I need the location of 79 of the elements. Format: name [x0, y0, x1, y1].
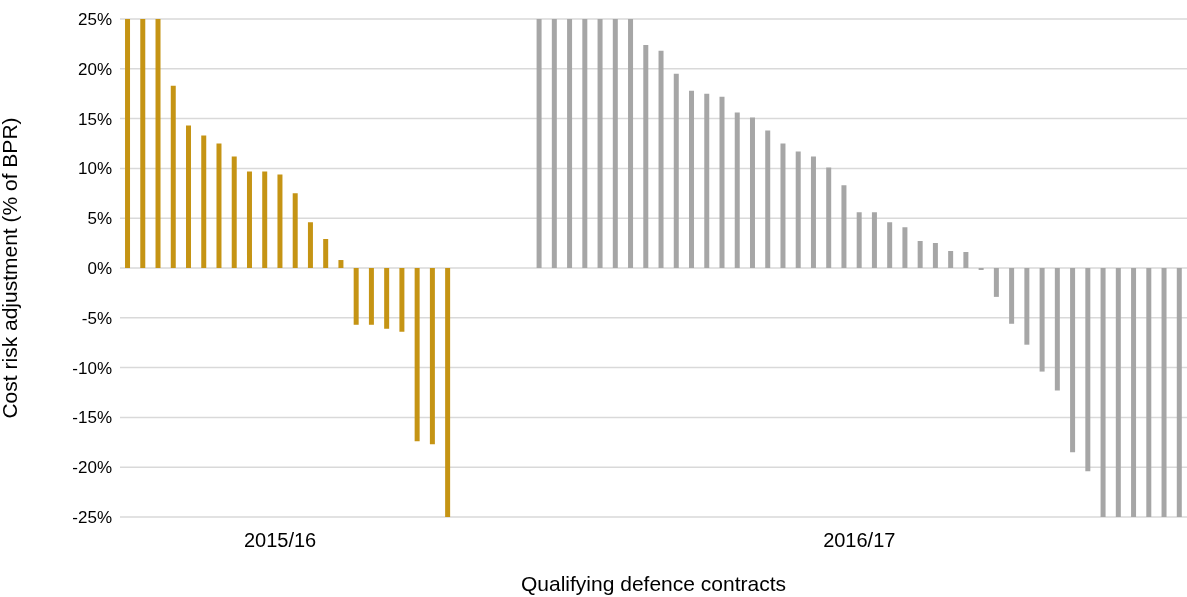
bar: [749, 117, 755, 268]
bar: [414, 268, 420, 442]
bar: [551, 19, 557, 268]
bar: [1009, 268, 1015, 324]
bar: [201, 135, 207, 268]
y-tick-label: 15%: [77, 109, 112, 129]
bar: [1176, 268, 1182, 517]
bar: [658, 50, 664, 268]
bar: [841, 185, 847, 268]
bar: [628, 19, 634, 268]
x-tick-label: 2015/16: [243, 529, 317, 552]
x-axis-title: Qualifying defence contracts: [521, 572, 786, 595]
bar: [673, 73, 679, 268]
y-tick-label: -10%: [72, 358, 112, 378]
bar: [1070, 268, 1076, 453]
y-tick-label: -25%: [72, 508, 112, 528]
y-tick-label: -20%: [72, 458, 112, 478]
bar: [1054, 268, 1060, 391]
bar: [643, 44, 649, 268]
bar: [429, 268, 435, 445]
bar: [246, 171, 252, 268]
bar: [810, 156, 816, 268]
bar: [368, 268, 374, 325]
bar: [765, 130, 771, 268]
bar: [262, 171, 268, 268]
bar: [704, 93, 710, 268]
bar: [856, 212, 862, 268]
bar: [1039, 268, 1045, 372]
y-tick-label: 10%: [77, 159, 112, 179]
bar: [155, 19, 161, 268]
bar: [612, 19, 618, 268]
bar: [1161, 268, 1167, 517]
bar: [1131, 268, 1137, 517]
y-tick-label: -5%: [81, 308, 112, 328]
bar: [353, 268, 359, 325]
bar: [887, 222, 893, 268]
bar: [780, 143, 786, 268]
bar: [719, 96, 725, 268]
bar: [795, 151, 801, 268]
bar: [993, 268, 999, 297]
y-tick-label: 20%: [77, 59, 112, 79]
bar: [323, 239, 329, 268]
bar: [1115, 268, 1121, 517]
y-tick-label: 25%: [77, 10, 112, 30]
bar: [734, 112, 740, 268]
bar: [307, 222, 313, 268]
bar: [140, 19, 146, 268]
bar: [689, 90, 695, 268]
y-tick-label: -15%: [72, 408, 112, 428]
bar: [597, 19, 603, 268]
bar: [1085, 268, 1091, 472]
bar: [186, 125, 191, 268]
bar: [948, 251, 954, 268]
bar: [170, 85, 176, 268]
bar: [445, 268, 451, 517]
bar: [902, 227, 908, 268]
bar: [582, 19, 588, 268]
y-tick-label: 0%: [87, 259, 112, 279]
bar: [231, 156, 237, 268]
bar: [1146, 268, 1152, 517]
bar: [567, 19, 573, 268]
bar: [826, 167, 832, 268]
bar: [384, 268, 390, 329]
bar: [871, 212, 877, 268]
y-axis-title: Cost risk adjustment (% of BPR): [0, 117, 22, 419]
bar: [932, 243, 938, 268]
bar: [1024, 268, 1030, 345]
bar: [963, 252, 969, 268]
bar: [292, 193, 298, 268]
y-tick-label: 5%: [87, 209, 112, 229]
bar: [1100, 268, 1106, 517]
x-tick-label: 2016/17: [823, 529, 896, 552]
bar: [338, 260, 344, 268]
bar: [399, 268, 405, 332]
bar: [536, 19, 542, 268]
bar: [917, 241, 923, 268]
bar: [125, 19, 131, 268]
bar: [277, 174, 283, 268]
bar: [216, 143, 222, 268]
